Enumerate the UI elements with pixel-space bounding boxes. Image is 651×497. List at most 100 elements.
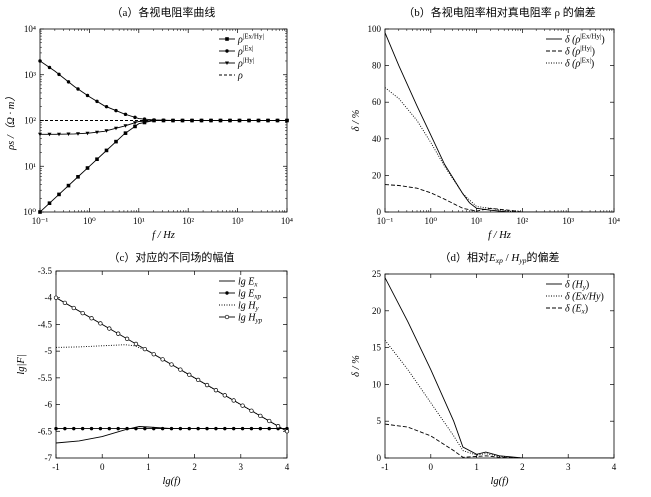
series-line-d-0 bbox=[385, 277, 614, 458]
series-marker-a-2 bbox=[256, 119, 261, 123]
series-marker-c-3 bbox=[116, 331, 121, 336]
series-line-d-1 bbox=[385, 339, 614, 458]
series-marker-c-3 bbox=[213, 388, 219, 393]
plot-frame-c bbox=[55, 270, 288, 459]
series-marker-c-3 bbox=[151, 352, 156, 357]
series-marker-c-3 bbox=[98, 321, 103, 326]
x-axis-label: lg(f) bbox=[162, 476, 181, 487]
series-marker-c-1 bbox=[54, 426, 58, 431]
series-marker-a-2 bbox=[114, 126, 118, 131]
series-marker-a-0 bbox=[95, 157, 99, 162]
x-tick-label: 1 bbox=[474, 462, 479, 472]
y-axis-label: lg|F| bbox=[16, 354, 27, 374]
x-tick-label: 2 bbox=[192, 462, 197, 472]
series-line-a-0 bbox=[40, 120, 287, 212]
series-marker-a-2 bbox=[95, 130, 99, 135]
y-tick-label: -3.5 bbox=[38, 266, 53, 276]
series-marker-c-3 bbox=[71, 305, 76, 311]
series-marker-a-0 bbox=[85, 166, 90, 170]
series-marker-c-3 bbox=[222, 393, 227, 398]
series-marker-c-1 bbox=[116, 426, 120, 431]
series-marker-c-3 bbox=[267, 418, 272, 424]
series-marker-a-0 bbox=[38, 210, 42, 214]
series-marker-c-1 bbox=[196, 426, 200, 431]
y-tick-label: 10⁴ bbox=[24, 24, 36, 34]
y-tick-label: 10¹ bbox=[24, 161, 36, 171]
legend-a: ρ|Ex/Hy|ρ|Ex|ρ|Hy|ρ bbox=[219, 33, 264, 82]
x-axis-label: f / Hz bbox=[152, 230, 175, 241]
series-marker-c-3 bbox=[124, 336, 130, 341]
y-tick-label: 25 bbox=[372, 269, 382, 279]
y-tick-label: 20 bbox=[372, 306, 382, 316]
y-tick-label: -7 bbox=[45, 453, 53, 463]
series-marker-c-1 bbox=[107, 426, 112, 431]
y-axis-label: δ / % bbox=[351, 109, 362, 131]
series-marker-a-1 bbox=[95, 99, 99, 104]
y-tick-label: 40 bbox=[372, 134, 382, 144]
chart-title-d: （d）相对Exp / Hyp的偏差 bbox=[440, 250, 560, 265]
x-tick-label: 10³ bbox=[562, 216, 574, 226]
x-tick-label: 3 bbox=[239, 462, 244, 472]
series-marker-c-3 bbox=[160, 357, 165, 362]
x-tick-label: 10² bbox=[517, 216, 529, 226]
series-line-c-2 bbox=[56, 344, 287, 432]
series-marker-c-1 bbox=[267, 426, 271, 431]
x-tick-label: 10¹ bbox=[471, 216, 483, 226]
legend-label: δ (Ex) bbox=[565, 304, 588, 316]
series-line-a-1 bbox=[40, 60, 287, 121]
chart-title-a: （a）各视电阻率曲线 bbox=[112, 5, 216, 19]
series-marker-a-1 bbox=[57, 72, 61, 77]
x-axis-label: f / Hz bbox=[488, 230, 511, 241]
series-marker-a-2 bbox=[247, 119, 251, 123]
legend-label: δ (Hy) bbox=[565, 280, 589, 292]
y-tick-label: 10² bbox=[24, 116, 36, 126]
y-axis-label: δ / % bbox=[351, 355, 362, 377]
series-marker-c-1 bbox=[231, 426, 236, 431]
x-tick-label: 10⁰ bbox=[424, 216, 437, 226]
legend-label: ρ|Hy| bbox=[237, 57, 254, 70]
series-marker-c-3 bbox=[169, 362, 174, 367]
plot-frame-d bbox=[384, 273, 615, 459]
y-tick-label: -4 bbox=[45, 293, 53, 303]
legend-label: lg Exp bbox=[238, 289, 261, 301]
series-marker-a-0 bbox=[76, 175, 80, 179]
series-marker-c-1 bbox=[258, 426, 263, 431]
series-marker-c-1 bbox=[63, 426, 67, 431]
series-marker-a-0 bbox=[123, 131, 128, 135]
legend-label: δ (ρ|Ex/Hy|) bbox=[565, 33, 605, 46]
x-tick-label: 10⁴ bbox=[281, 216, 293, 226]
series-marker-c-1 bbox=[240, 426, 245, 431]
series-marker-c-3 bbox=[142, 346, 147, 352]
series-marker-a-0 bbox=[104, 148, 109, 153]
series-marker-a-1 bbox=[104, 104, 109, 109]
series-line-b-0 bbox=[385, 32, 614, 212]
series-marker-a-2 bbox=[66, 132, 71, 136]
series-line-d-2 bbox=[385, 423, 614, 458]
series-marker-a-1 bbox=[66, 80, 71, 84]
series-marker-c-1 bbox=[214, 426, 218, 431]
legend-label: ρ|Ex| bbox=[237, 45, 253, 58]
x-tick-label: 10⁻¹ bbox=[32, 216, 49, 226]
series-marker-a-0 bbox=[57, 192, 61, 197]
x-tick-label: 3 bbox=[566, 462, 571, 472]
chart-panel-b: （b）各视电阻率相对真电阻率 ρ 的偏差 10⁻¹ 10⁰ 10¹ 10² 10³ 10⁴ 0… bbox=[351, 5, 620, 241]
y-tick-label: 10 bbox=[372, 379, 382, 389]
legend-d: δ (Hy)δ (Ex/Hy)δ (Ex) bbox=[546, 280, 604, 316]
y-tick-label: 10⁰ bbox=[23, 207, 36, 217]
y-tick-label: 0 bbox=[377, 453, 382, 463]
series-marker-c-3 bbox=[196, 377, 201, 383]
series-marker-c-1 bbox=[205, 426, 209, 431]
series-marker-c-3 bbox=[62, 300, 68, 306]
series-marker-c-1 bbox=[152, 426, 156, 431]
x-tick-label: -1 bbox=[52, 462, 60, 472]
x-axis-label: lg(f) bbox=[490, 476, 509, 487]
y-tick-label: 10³ bbox=[24, 70, 36, 80]
series-marker-c-3 bbox=[80, 310, 85, 316]
series-marker-c-3 bbox=[284, 429, 290, 434]
x-tick-label: 10⁰ bbox=[83, 216, 96, 226]
series-marker-c-1 bbox=[98, 426, 103, 431]
series-line-b-1 bbox=[385, 184, 614, 212]
series-marker-a-2 bbox=[76, 132, 80, 136]
series-marker-c-1 bbox=[125, 426, 129, 431]
